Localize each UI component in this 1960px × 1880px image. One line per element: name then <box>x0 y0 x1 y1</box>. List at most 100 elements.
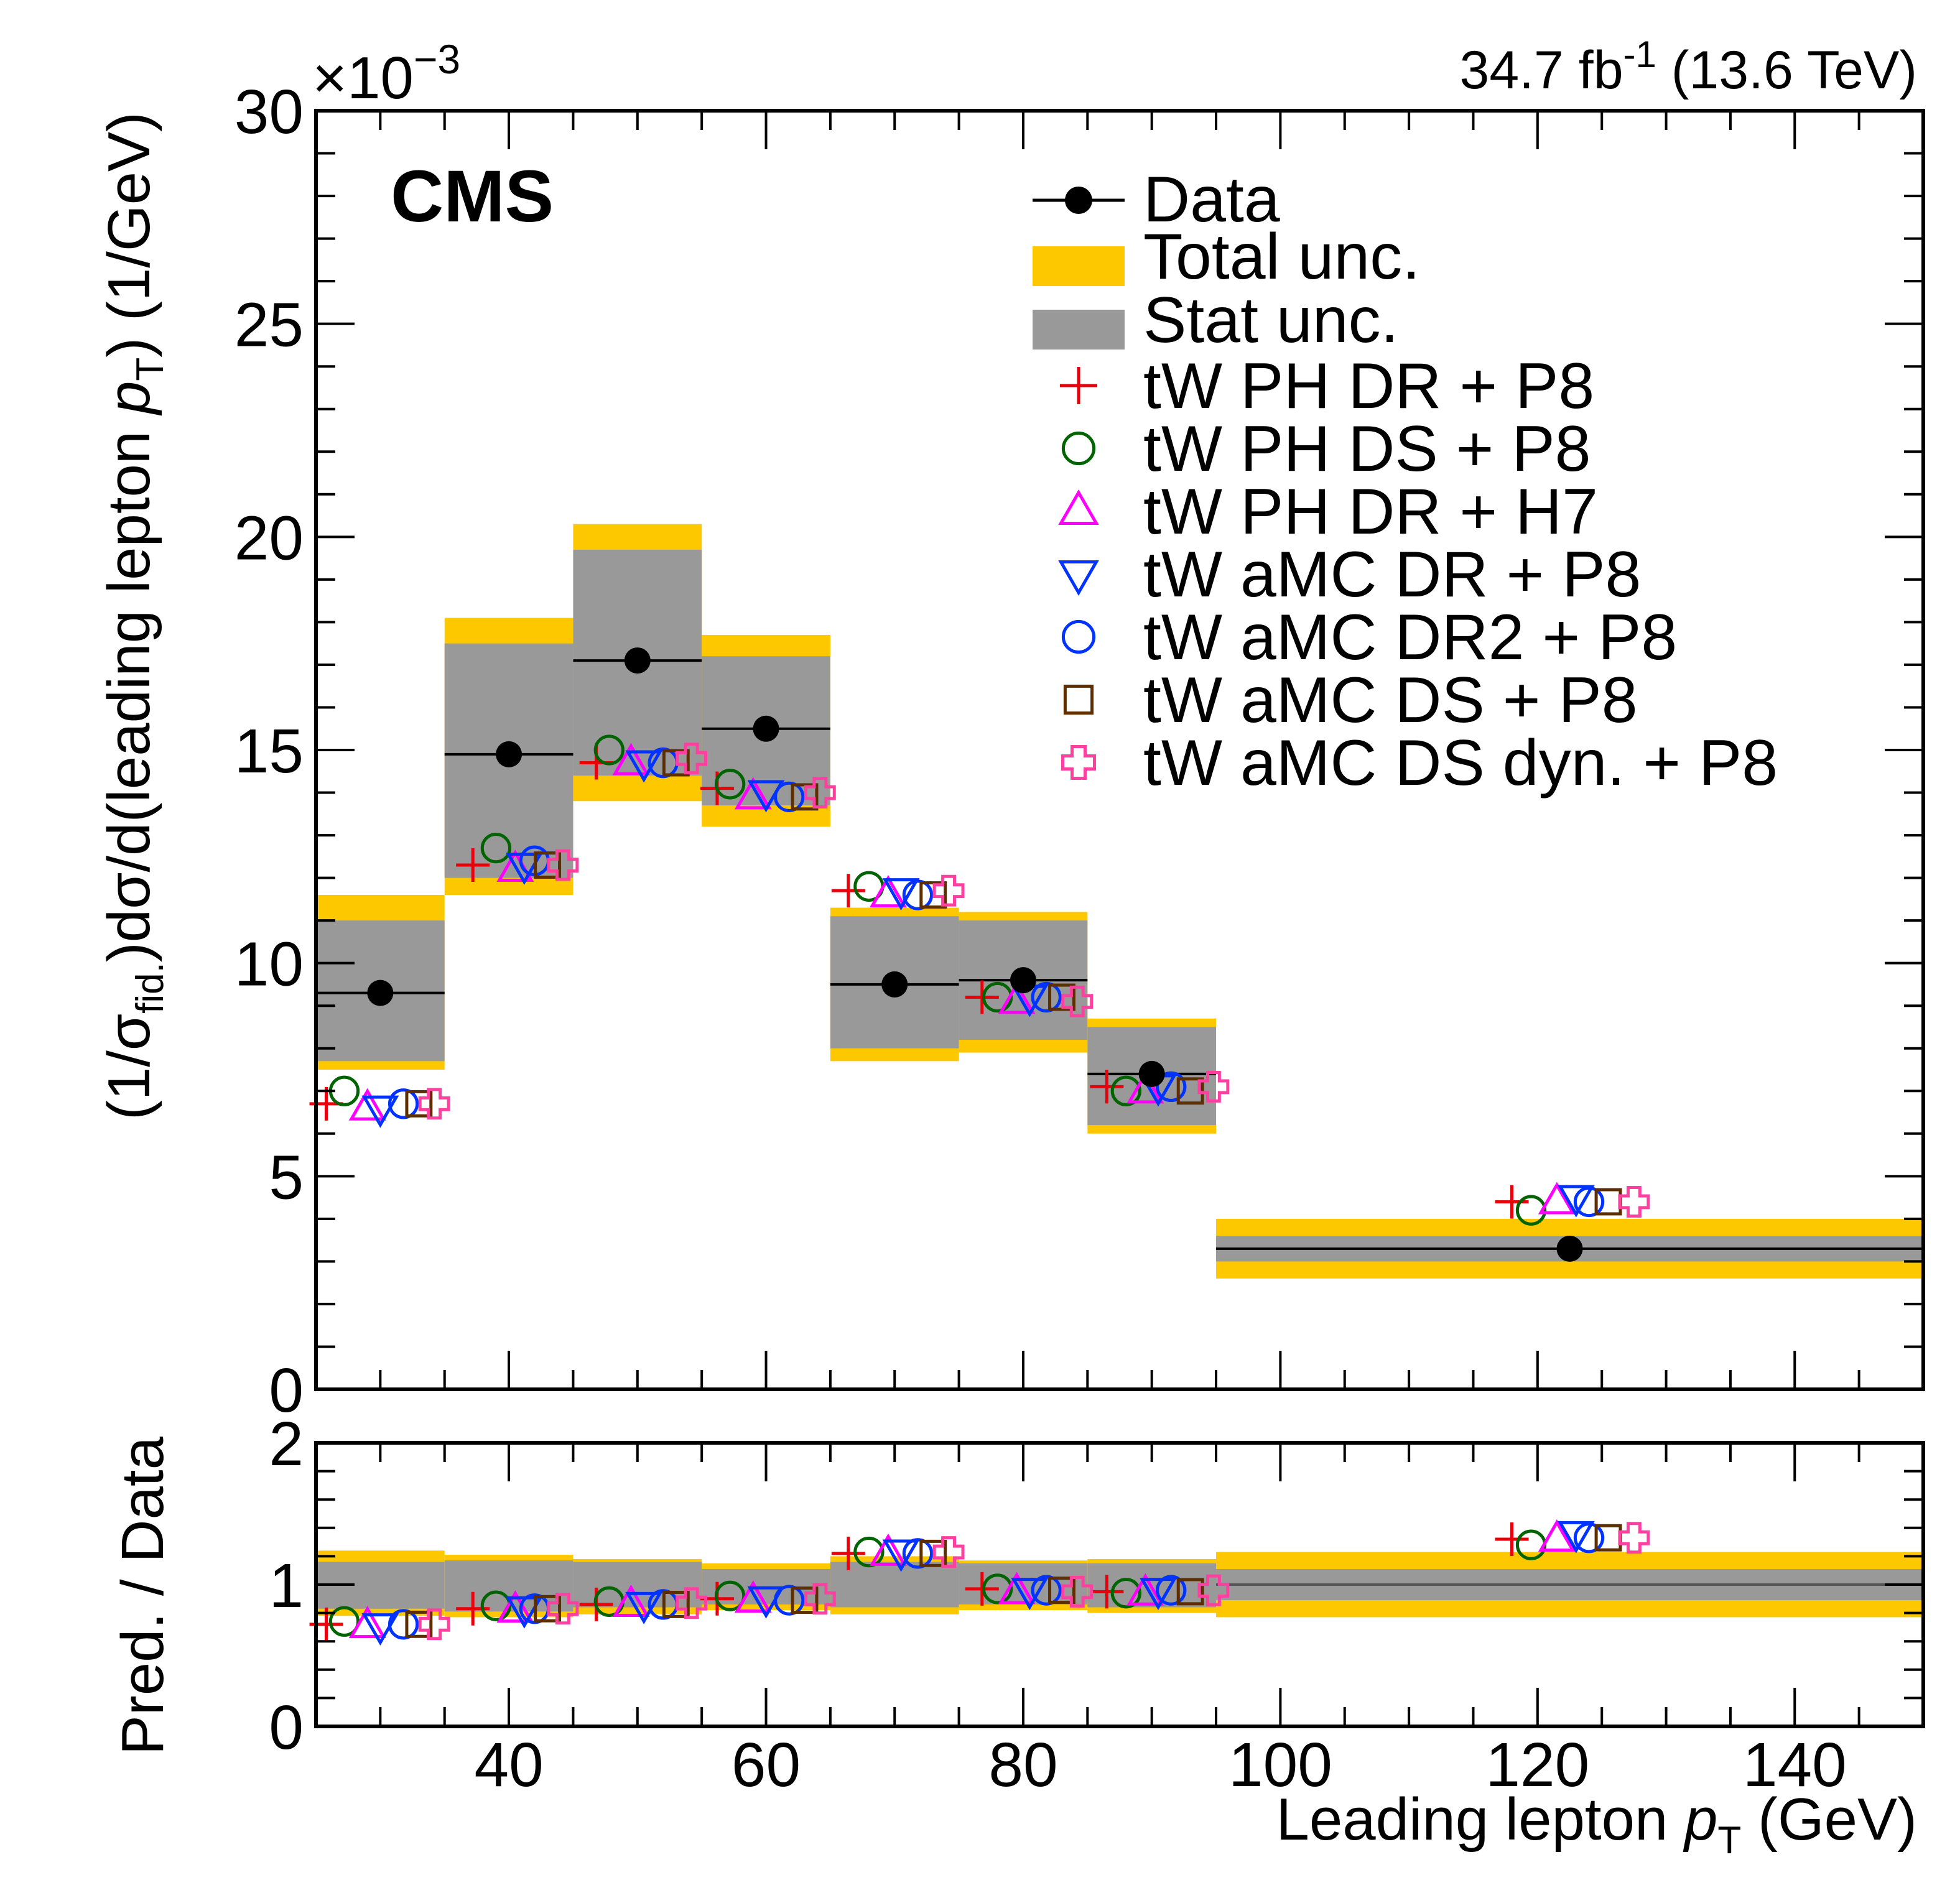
y-multiplier: ×10−3 <box>312 36 460 111</box>
legend-series-label: tW aMC DS + P8 <box>1143 664 1638 736</box>
ratio-marker <box>1126 1573 1164 1606</box>
x-tick-label: 120 <box>1485 1730 1589 1800</box>
legend-series-label: tW PH DR + H7 <box>1143 476 1598 548</box>
legend-total-unc-swatch <box>1033 246 1125 286</box>
x-tick-label: 80 <box>988 1730 1057 1800</box>
prediction-marker <box>418 1088 450 1120</box>
prediction-marker <box>348 1088 386 1121</box>
ratio-marker <box>882 1539 920 1572</box>
lower-y-tick-label: 1 <box>269 1551 304 1621</box>
prediction-marker <box>919 881 947 909</box>
ratio-panel <box>309 1519 1923 1646</box>
upper-y-tick-label: 20 <box>235 503 304 573</box>
ratio-marker <box>853 1536 885 1568</box>
prediction-marker <box>480 832 512 864</box>
prediction-marker <box>593 734 625 766</box>
prediction-marker <box>791 783 819 811</box>
ratio-marker <box>405 1610 433 1638</box>
ratio-marker <box>998 1572 1036 1604</box>
prediction-marker <box>1156 1071 1187 1103</box>
prediction-marker <box>1197 1070 1230 1103</box>
prediction-marker <box>734 777 772 810</box>
prediction-marker <box>1176 1077 1204 1105</box>
ratio-marker <box>1557 1521 1595 1554</box>
legend-series-marker <box>1060 367 1097 404</box>
upper-y-tick-label: 10 <box>235 930 304 999</box>
ratio-marker <box>831 1536 865 1570</box>
ratio-marker <box>496 1590 534 1623</box>
lower-y-tick-label: 2 <box>269 1409 304 1479</box>
prediction-marker <box>1126 1071 1164 1104</box>
legend: Data Total unc. Stat unc. tW PH DR + P8t… <box>1033 164 1778 799</box>
prediction-marker <box>1031 981 1062 1013</box>
legend-data-marker <box>1065 187 1092 214</box>
prediction-marker <box>1048 983 1075 1011</box>
prediction-marker <box>361 1095 399 1128</box>
prediction-marker <box>804 777 836 808</box>
prediction-marker <box>1110 1075 1141 1106</box>
lower-y-tick-label: 0 <box>269 1693 304 1762</box>
ratio-marker <box>1156 1575 1187 1606</box>
luminosity-label: 34.7 fb-1 (13.6 TeV) <box>1460 34 1918 100</box>
ratio-marker <box>534 1595 562 1623</box>
prediction-marker <box>676 743 708 775</box>
data-point <box>1010 967 1036 994</box>
data-point <box>881 971 908 998</box>
upper-y-tick-label: 30 <box>235 77 304 147</box>
upper-y-tick-label: 25 <box>235 290 304 360</box>
prediction-marker <box>1557 1185 1595 1218</box>
legend-series-label: tW PH DS + P8 <box>1143 413 1591 485</box>
ratio-marker <box>1140 1578 1177 1611</box>
legend-total-unc-label: Total unc. <box>1143 221 1420 293</box>
legend-series-marker <box>1058 560 1099 596</box>
upper-y-axis-title: (1/σfid.)dσ/d(leading lepton pT) (1/GeV) <box>96 112 172 1120</box>
prediction-marker <box>902 879 934 910</box>
legend-series-marker <box>1061 745 1096 780</box>
ratio-marker <box>1090 1575 1124 1609</box>
experiment-label: CMS <box>391 155 554 238</box>
ratio-marker <box>804 1583 836 1615</box>
prediction-marker <box>965 980 999 1014</box>
ratio-marker <box>625 1591 663 1624</box>
legend-series-label: tW aMC DR2 + P8 <box>1143 601 1677 674</box>
x-axis-title: Leading lepton pT (GeV) <box>1276 1786 1917 1862</box>
ratio-marker <box>774 1585 805 1616</box>
ratio-marker <box>1031 1575 1062 1606</box>
x-tick-label: 60 <box>732 1730 801 1800</box>
ratio-marker <box>1618 1522 1650 1554</box>
prediction-marker <box>547 849 579 881</box>
prediction-marker <box>932 874 965 907</box>
ratio-marker <box>1176 1578 1204 1606</box>
legend-series-marker <box>1061 619 1096 654</box>
axes: 40 60 80 100 120 140 0 5 10 15 20 25 30 0 1 2 <box>235 77 1925 1800</box>
lower-y-axis-title: Pred. / Data <box>109 1436 176 1755</box>
ratio-marker <box>714 1580 746 1611</box>
prediction-marker <box>998 981 1036 1014</box>
upper-panel <box>309 524 1923 1279</box>
ratio-marker <box>791 1586 819 1614</box>
ratio-marker <box>348 1606 386 1639</box>
legend-data-label: Data <box>1143 164 1280 236</box>
data-point <box>496 741 523 767</box>
prediction-marker <box>869 875 907 908</box>
upper-y-tick-label: 15 <box>235 716 304 786</box>
legend-series-label: tW PH DR + P8 <box>1143 350 1594 422</box>
ratio-marker <box>1197 1574 1230 1606</box>
legend-series-marker <box>1063 684 1094 715</box>
legend-stat-unc-swatch <box>1033 310 1125 350</box>
prediction-marker <box>405 1090 433 1118</box>
ratio-marker <box>982 1573 1013 1604</box>
data-point <box>1556 1235 1583 1262</box>
x-tick-label: 100 <box>1228 1730 1332 1800</box>
legend-series-marker <box>1061 431 1096 466</box>
ratio-marker <box>734 1580 772 1613</box>
x-tick-label: 40 <box>474 1730 543 1800</box>
ratio-stat-unc-band <box>830 1562 959 1608</box>
upper-y-tick-label: 0 <box>269 1356 304 1425</box>
x-tick-label: 140 <box>1743 1730 1847 1800</box>
prediction-marker <box>388 1088 419 1119</box>
legend-series-marker <box>1058 489 1099 525</box>
prediction-marker <box>1573 1186 1605 1218</box>
data-point <box>753 715 779 742</box>
